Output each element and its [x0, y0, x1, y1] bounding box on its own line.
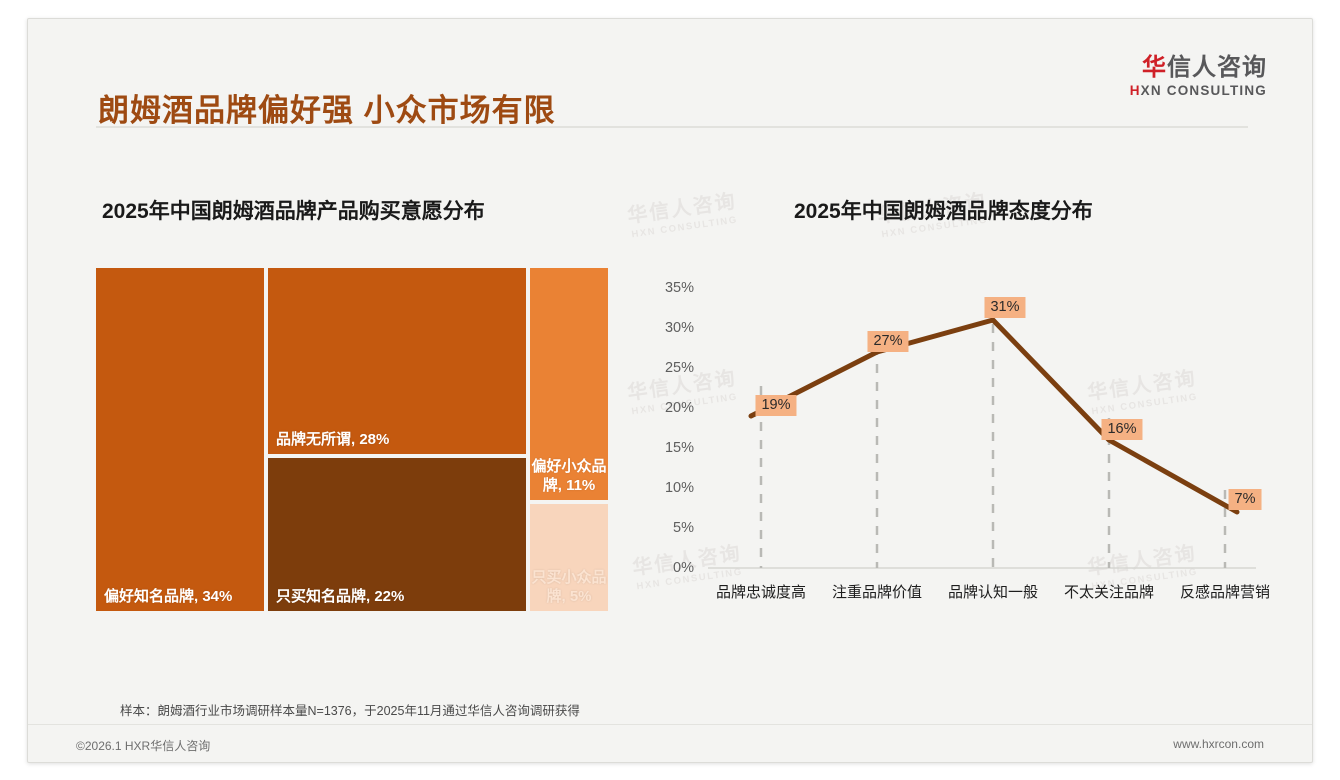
slide-canvas: 朗姆酒品牌偏好强 小众市场有限 华信人咨询 HXN CONSULTING 华信人…	[27, 18, 1313, 763]
watermark-en: HXN CONSULTING	[630, 214, 739, 241]
watermark: 华信人咨询 HXN CONSULTING	[626, 190, 740, 242]
footer-copyright: ©2026.1 HXR华信人咨询	[76, 739, 211, 753]
data-label: 19%	[755, 395, 797, 416]
data-label: 7%	[1228, 489, 1262, 510]
company-logo: 华信人咨询 HXN CONSULTING	[1130, 54, 1267, 102]
y-axis-tick: 10%	[664, 480, 694, 496]
footer-divider	[28, 724, 1312, 725]
treemap-cell-label: 品牌无所谓, 28%	[276, 431, 390, 448]
right-chart-title: 2025年中国朗姆酒品牌态度分布	[794, 200, 1093, 223]
data-label: 31%	[984, 297, 1026, 318]
x-axis-tick: 注重品牌价值	[831, 584, 923, 601]
treemap-cell[interactable]: 品牌无所谓, 28%	[268, 268, 526, 454]
logo-chinese-red: 华	[1142, 54, 1167, 81]
x-axis-tick: 反感品牌营销	[1179, 584, 1271, 601]
treemap-cell-label: 偏好知名品牌, 34%	[104, 588, 233, 605]
y-axis-tick: 25%	[664, 360, 694, 376]
page-title: 朗姆酒品牌偏好强 小众市场有限	[98, 93, 556, 128]
treemap-cell[interactable]: 只买小众品牌, 5%	[530, 504, 608, 611]
y-axis-tick: 35%	[664, 280, 694, 296]
treemap-cell[interactable]: 偏好小众品牌, 11%	[530, 268, 608, 500]
treemap-cell-label: 只买知名品牌, 22%	[276, 588, 405, 605]
y-axis-tick: 20%	[664, 400, 694, 416]
slide-header: 朗姆酒品牌偏好强 小众市场有限 华信人咨询 HXN CONSULTING	[28, 19, 1312, 128]
logo-chinese-rest: 信人咨询	[1167, 54, 1267, 81]
left-chart-title: 2025年中国朗姆酒品牌产品购买意愿分布	[102, 200, 485, 223]
data-label: 27%	[867, 331, 909, 352]
y-axis-tick: 0%	[673, 560, 694, 576]
logo-chinese: 华信人咨询	[1130, 54, 1267, 81]
x-axis-tick: 不太关注品牌	[1063, 584, 1155, 601]
treemap-cell-label: 偏好小众品牌, 11%	[531, 457, 607, 494]
line-chart-plot	[708, 306, 1256, 569]
source-note: 样本：朗姆酒行业市场调研样本量N=1376，于2025年11月通过华信人咨询调研…	[120, 704, 580, 718]
logo-english-rest: XN CONSULTING	[1140, 83, 1267, 99]
treemap-cell[interactable]: 只买知名品牌, 22%	[268, 458, 526, 611]
treemap-cell[interactable]: 偏好知名品牌, 34%	[96, 268, 264, 611]
treemap-cell-label: 只买小众品牌, 5%	[531, 568, 607, 605]
x-axis-tick: 品牌认知一般	[947, 584, 1039, 601]
watermark-cn: 华信人咨询	[626, 190, 739, 228]
x-axis-tick: 品牌忠诚度高	[715, 584, 807, 601]
header-divider	[96, 126, 1248, 128]
footer-website[interactable]: www.hxrcon.com	[1173, 737, 1264, 751]
y-axis-tick: 15%	[664, 440, 694, 456]
data-label: 16%	[1101, 419, 1143, 440]
logo-english-red: H	[1129, 83, 1141, 99]
y-axis-tick: 5%	[673, 520, 694, 536]
treemap-chart: 偏好知名品牌, 34% 品牌无所谓, 28% 只买知名品牌, 22% 偏好小众品…	[96, 268, 608, 611]
line-chart: 0% 5% 10% 15% 20% 25% 30% 35% 19% 27% 31…	[648, 268, 1271, 608]
y-axis-tick: 30%	[664, 320, 694, 336]
line-series	[748, 317, 1240, 515]
logo-english: HXN CONSULTING	[1130, 81, 1267, 101]
